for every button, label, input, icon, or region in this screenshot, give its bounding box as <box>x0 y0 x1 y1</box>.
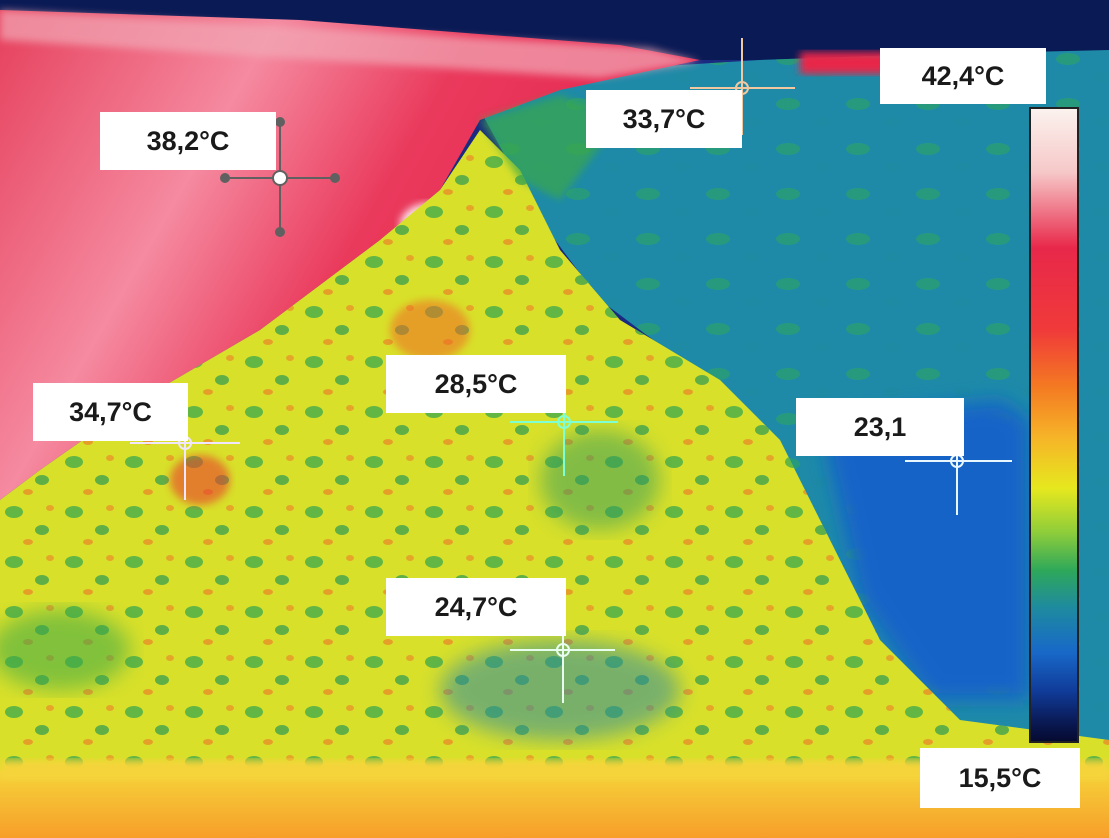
crosshair-marker-sp2[interactable] <box>690 38 795 135</box>
measurement-label-sp3: 34,7°C <box>33 383 188 441</box>
crosshair-marker-sp1[interactable] <box>220 117 340 237</box>
measurement-label-sp5: 23,1 <box>796 398 964 456</box>
scale-max-label: 42,4°C <box>880 48 1046 104</box>
measurement-label-sp4: 28,5°C <box>386 355 566 413</box>
color-scale-bar <box>1029 107 1079 743</box>
measurement-label-sp2: 33,7°C <box>586 90 742 148</box>
scale-min-label: 15,5°C <box>920 748 1080 808</box>
measurement-label-sp6: 24,7°C <box>386 578 566 636</box>
measurement-label-sp1: 38,2°C <box>100 112 276 170</box>
